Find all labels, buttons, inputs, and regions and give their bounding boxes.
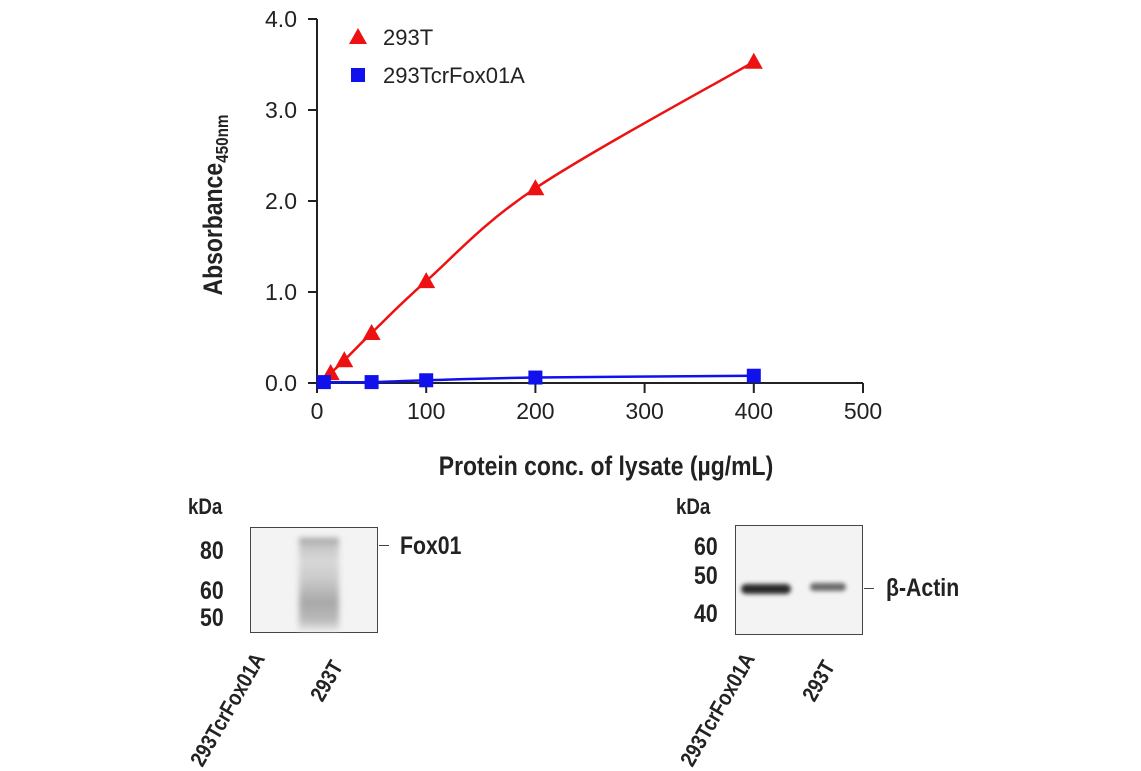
legend-marker-293T: [349, 28, 367, 44]
kda-label: kDa: [676, 494, 711, 519]
marker-50: 50: [200, 604, 224, 632]
data-point-293T: [417, 272, 436, 289]
lane-label: 293T: [797, 656, 840, 706]
kda-label: kDa: [188, 494, 223, 519]
target-label-fox01: Fox01: [400, 532, 462, 560]
series-line-293T: [316, 60, 755, 385]
legend-label: 293TcrFox01A: [383, 63, 525, 88]
x-tick-label: 100: [407, 398, 445, 424]
blot-image-fox01: [250, 527, 378, 633]
data-point-293T: [362, 323, 381, 340]
y-tick-label: 0.0: [265, 370, 297, 396]
marker-50: 50: [694, 562, 718, 590]
data-point-293TcrFox01A: [528, 370, 543, 385]
data-point-293T: [526, 179, 545, 196]
legend-marker-293TcrFox01A: [351, 68, 365, 82]
y-tick-label: 1.0: [265, 279, 297, 305]
y-axis-label: Absorbance450nm: [198, 114, 232, 295]
data-point-293T: [335, 351, 354, 368]
data-point-293TcrFox01A: [746, 368, 761, 383]
lane-label: 293T: [305, 656, 348, 706]
marker-40: 40: [694, 600, 718, 628]
x-tick-label: 300: [625, 398, 663, 424]
y-tick-label: 3.0: [265, 97, 297, 123]
lane-label: 293TcrFox01A: [185, 648, 270, 771]
legend-label: 293T: [383, 25, 433, 50]
data-point-293TcrFox01A: [419, 373, 434, 388]
marker-80: 80: [200, 537, 224, 565]
data-point-293TcrFox01A: [316, 375, 331, 390]
marker-60: 60: [200, 577, 224, 605]
data-point-293TcrFox01A: [364, 375, 379, 390]
absorbance-chart: 0 100 200 300 400 500 0.0 1.0 2.0 3.0 4.0 293T 293T…: [198, 6, 882, 481]
target-label-actin: β-Actin: [886, 574, 960, 602]
blot-image-actin: [735, 525, 863, 635]
x-tick-label: 200: [516, 398, 554, 424]
y-tick-label: 2.0: [265, 188, 297, 214]
x-axis-label: Protein conc. of lysate (µg/mL): [439, 451, 773, 481]
lane-label: 293TcrFox01A: [675, 648, 760, 771]
data-point-293T: [744, 52, 763, 69]
y-tick-label: 4.0: [265, 6, 297, 32]
x-tick-label: 500: [844, 398, 882, 424]
x-tick-label: 0: [311, 398, 324, 424]
x-tick-label: 400: [735, 398, 773, 424]
marker-60: 60: [694, 533, 718, 561]
